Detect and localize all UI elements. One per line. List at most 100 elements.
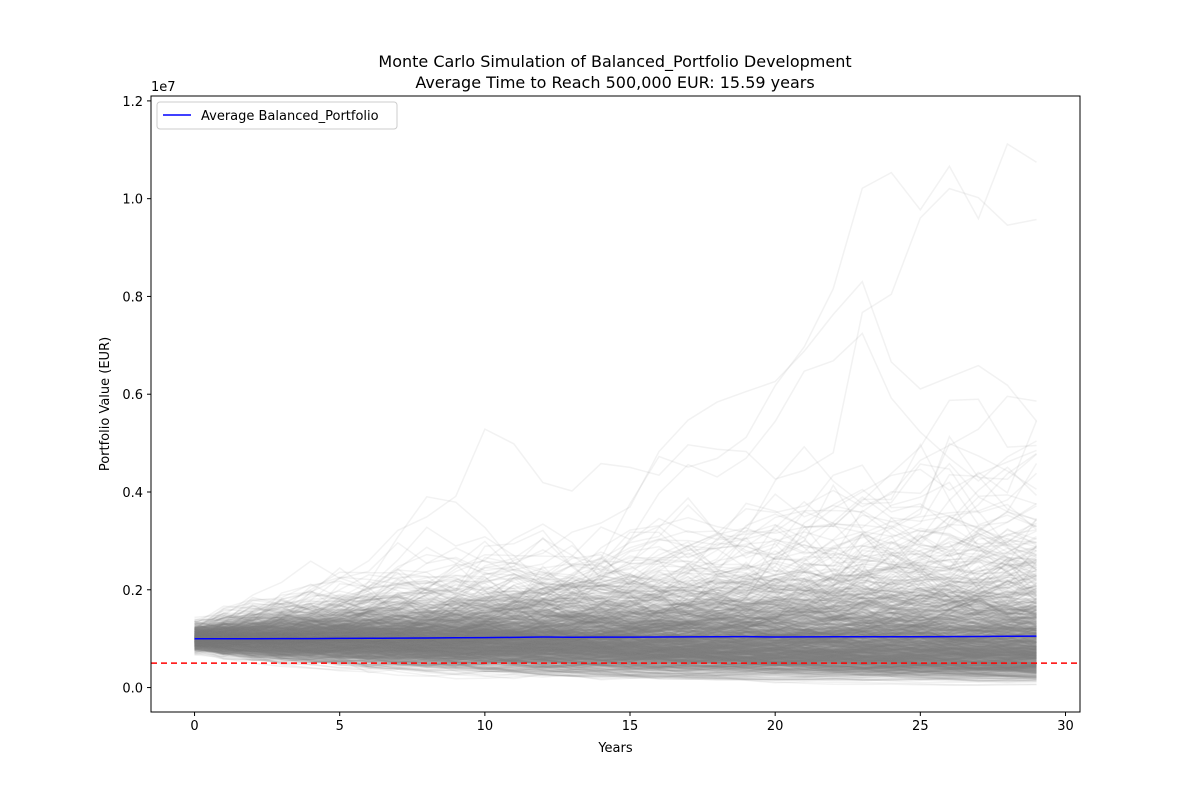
simulation-path [194, 572, 1037, 636]
simulation-path [194, 633, 1037, 672]
simulation-path [194, 644, 1037, 670]
y-axis: 0.0 0.2 0.4 0.6 0.8 1.0 1.2 [122, 95, 151, 697]
simulation-path [194, 580, 1037, 632]
simulation-path [194, 606, 1037, 639]
simulation-path [194, 590, 1037, 671]
simulation-path [194, 638, 1037, 674]
simulation-path [194, 626, 1037, 654]
simulation-path [194, 596, 1037, 643]
simulation-path [194, 617, 1037, 647]
simulation-path [194, 632, 1037, 656]
simulation-path [194, 583, 1037, 648]
simulation-path [194, 616, 1037, 642]
simulation-path [194, 630, 1037, 660]
simulation-path [194, 644, 1037, 670]
simulation-path [194, 633, 1037, 666]
simulation-path [194, 635, 1037, 666]
simulation-path [194, 581, 1037, 646]
y-tick-label: 0.8 [122, 290, 143, 305]
simulation-path [194, 623, 1037, 661]
simulation-path [194, 630, 1037, 661]
simulation-path [194, 599, 1037, 643]
simulation-path [194, 529, 1037, 638]
simulation-path [194, 625, 1037, 647]
simulation-path [194, 596, 1037, 642]
simulation-path [194, 574, 1037, 634]
simulation-path [194, 523, 1037, 646]
simulation-path [194, 641, 1037, 656]
simulation-path [194, 621, 1037, 655]
simulation-path [194, 619, 1037, 658]
simulation-path [194, 599, 1037, 634]
simulation-path [194, 628, 1037, 657]
simulation-path [194, 634, 1037, 664]
simulation-path [194, 641, 1037, 679]
simulation-path [194, 628, 1037, 657]
x-tick-label: 20 [767, 719, 784, 734]
simulation-path [194, 647, 1037, 678]
simulation-path [194, 632, 1037, 686]
simulation-path [194, 625, 1037, 650]
simulation-path [194, 637, 1037, 669]
simulation-path [194, 636, 1037, 656]
simulation-path [194, 618, 1037, 655]
simulation-path [194, 631, 1037, 661]
simulation-path [194, 635, 1037, 656]
simulation-path [194, 576, 1037, 644]
simulation-path [194, 633, 1037, 679]
simulation-path [194, 561, 1037, 645]
simulation-path [194, 591, 1037, 636]
simulation-path [194, 502, 1037, 641]
simulation-path [194, 638, 1037, 664]
simulation-path [194, 575, 1037, 624]
simulation-path [194, 642, 1037, 680]
simulation-path [194, 636, 1037, 666]
simulation-path [194, 616, 1037, 654]
simulation-path [194, 619, 1037, 655]
simulation-path [194, 622, 1037, 653]
simulation-path [194, 631, 1037, 656]
simulation-path [194, 632, 1037, 673]
simulation-path [194, 621, 1037, 655]
simulation-path [194, 640, 1037, 661]
simulation-path [194, 628, 1037, 654]
simulation-path [194, 586, 1037, 646]
simulation-path [194, 629, 1037, 666]
simulation-path [194, 637, 1037, 676]
simulation-path [194, 595, 1037, 653]
simulation-path [194, 550, 1038, 634]
simulation-path [194, 647, 1037, 671]
simulation-path [194, 633, 1037, 673]
simulation-path [194, 618, 1037, 652]
simulation-path [194, 557, 1037, 635]
simulation-path [194, 546, 1037, 646]
simulation-path [194, 602, 1037, 653]
simulation-path [194, 611, 1037, 651]
simulation-path [194, 572, 1037, 639]
simulation-path [194, 601, 1037, 639]
simulation-path [194, 613, 1037, 657]
simulation-path [194, 584, 1037, 636]
simulation-path [194, 620, 1037, 671]
simulation-path [194, 611, 1037, 677]
simulation-path [194, 579, 1037, 649]
simulation-path [194, 608, 1037, 658]
simulation-path [194, 510, 1037, 648]
simulation-path [194, 599, 1037, 641]
simulation-path [194, 582, 1037, 644]
simulation-path [194, 629, 1037, 656]
simulation-path [194, 597, 1037, 650]
simulation-path [194, 628, 1037, 662]
simulation-path [194, 643, 1037, 674]
simulation-path [194, 645, 1037, 664]
simulation-path [194, 535, 1037, 636]
simulation-path [194, 593, 1037, 633]
simulation-path [194, 631, 1037, 667]
simulation-path [194, 640, 1037, 670]
simulation-path [194, 607, 1037, 635]
simulation-path [194, 541, 1037, 629]
main-series [151, 635, 1080, 664]
simulation-path [194, 613, 1037, 658]
simulation-path [194, 575, 1037, 645]
simulation-path [194, 633, 1037, 664]
